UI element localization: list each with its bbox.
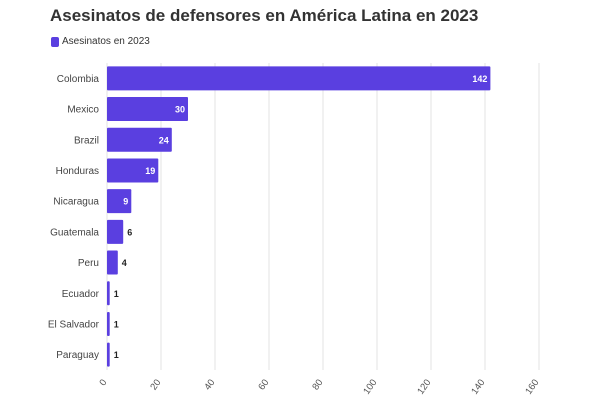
data-label: 24: [159, 135, 169, 145]
x-tick-label: 100: [361, 377, 379, 396]
data-label: 4: [122, 258, 127, 268]
x-tick-label: 140: [469, 377, 487, 396]
data-label: 30: [175, 105, 185, 115]
x-tick-label: 60: [256, 377, 271, 392]
category-label: Mexico: [67, 105, 99, 116]
category-label: Paraguay: [56, 350, 99, 361]
chart-title: Asesinatos de defensores en América Lati…: [50, 6, 479, 25]
category-label: Colombia: [57, 74, 100, 85]
x-tick-label: 160: [523, 377, 541, 396]
category-label: Ecuador: [62, 289, 100, 300]
legend-swatch: [51, 36, 59, 47]
data-label: 9: [123, 197, 128, 207]
bar: [107, 189, 132, 214]
x-tick-label: 20: [148, 377, 163, 392]
bar: [107, 281, 110, 306]
bar: [107, 66, 491, 91]
bar: [107, 158, 159, 183]
x-tick-label: 40: [202, 377, 217, 392]
bar: [107, 311, 110, 336]
x-tick-label: 120: [415, 377, 433, 396]
bar: [107, 97, 188, 122]
x-tick-label: 80: [310, 377, 325, 392]
bar: [107, 342, 110, 367]
bar: [107, 250, 118, 275]
category-label: El Salvador: [48, 319, 100, 330]
category-label: Nicaragua: [53, 197, 99, 208]
legend-label: Asesinatos en 2023: [62, 36, 150, 47]
bar: [107, 127, 172, 152]
data-label: 19: [145, 166, 155, 176]
bar: [107, 219, 124, 244]
category-label: Honduras: [56, 166, 99, 177]
chart-legend: Asesinatos en 2023: [51, 36, 150, 47]
category-label: Brazil: [74, 135, 99, 146]
data-label: 1: [114, 289, 119, 299]
category-label: Guatemala: [50, 227, 99, 238]
x-tick-label: 0: [97, 377, 109, 388]
data-label: 1: [114, 350, 119, 360]
category-label: Peru: [78, 258, 99, 269]
data-label: 142: [472, 74, 487, 84]
data-label: 6: [127, 227, 132, 237]
data-label: 1: [114, 319, 119, 329]
